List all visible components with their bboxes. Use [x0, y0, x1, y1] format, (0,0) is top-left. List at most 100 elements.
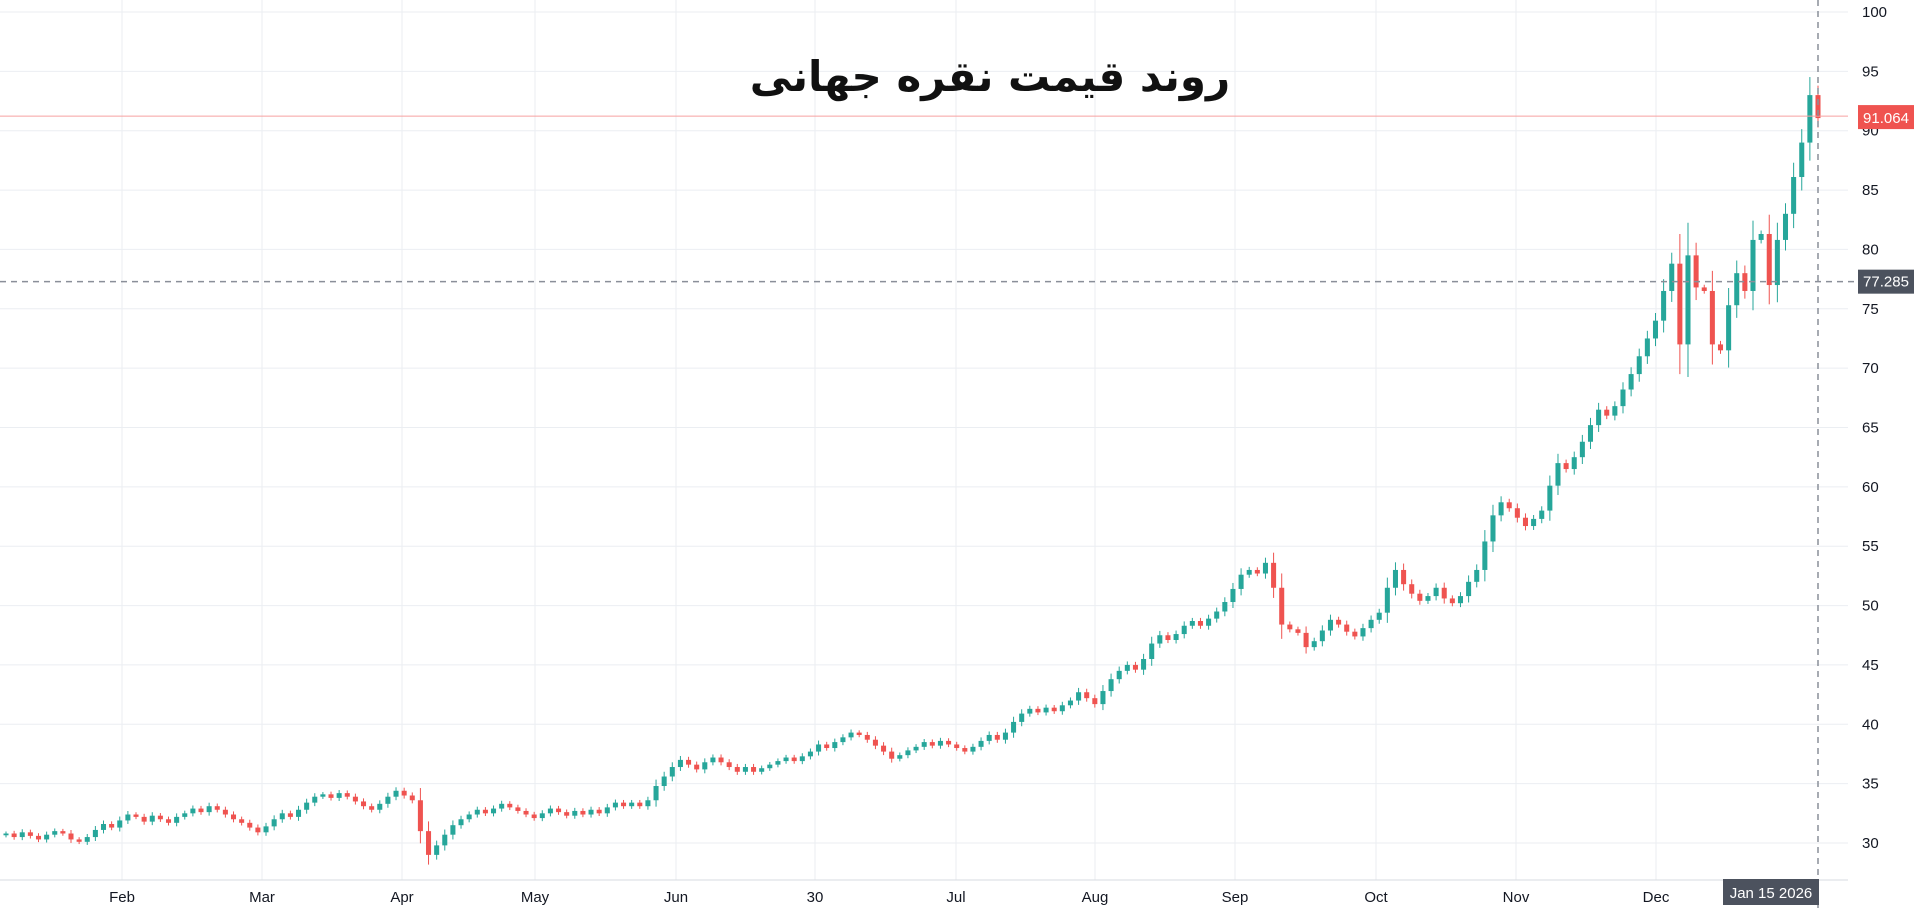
x-tick-label: Dec [1643, 889, 1670, 906]
candle-body [686, 759, 692, 765]
x-tick-label: Mar [249, 889, 275, 906]
candle-body [44, 834, 50, 840]
candle-body [1693, 255, 1699, 288]
candle-body [1774, 239, 1780, 286]
candle-body [409, 795, 415, 801]
candle-body [1636, 356, 1642, 375]
candle-body [1271, 562, 1277, 588]
candle-body [1669, 263, 1675, 291]
candle-body [1685, 255, 1691, 345]
candle-body [352, 796, 358, 802]
candle-body [1360, 628, 1366, 637]
x-tick-label: Sep [1222, 889, 1249, 906]
candle-body [1799, 142, 1805, 178]
candle-body [100, 824, 107, 830]
candle-body [491, 808, 497, 814]
candle-body [239, 819, 245, 823]
candle-body [547, 808, 553, 814]
candle-body [669, 767, 675, 777]
candle-body [856, 732, 862, 735]
candle-body [1197, 621, 1203, 626]
candle-body [344, 793, 350, 797]
candle-body [913, 746, 919, 751]
candle-body [1539, 510, 1545, 519]
candle-body [141, 816, 147, 822]
x-tick-label: May [521, 889, 550, 906]
candle-body [897, 755, 903, 759]
candle-body [296, 809, 302, 817]
candle-body [539, 813, 545, 819]
candle-body [1612, 406, 1618, 416]
candle-body [946, 740, 952, 745]
x-tick-label: Jul [946, 889, 965, 906]
candle-body [872, 739, 878, 746]
candle-body [1035, 708, 1041, 713]
price-lines [0, 0, 1856, 913]
candle-body [1791, 177, 1797, 214]
candle-body [426, 831, 432, 855]
candle-body [27, 832, 33, 836]
candle-body [125, 814, 131, 821]
candle-body [661, 776, 667, 787]
grid [0, 0, 1848, 880]
crosshair-price-tag [1858, 269, 1914, 294]
candle-body [889, 751, 895, 759]
candle-body [68, 833, 74, 840]
x-tick-label: Jun [664, 889, 688, 906]
candle-body [255, 827, 261, 833]
crosshair-price-label: 77.285 [1863, 274, 1909, 291]
candle-body [799, 756, 805, 762]
x-tick-label: Oct [1364, 889, 1388, 906]
candle-body [1027, 708, 1033, 714]
candle-body [1474, 569, 1480, 582]
candle-body [1254, 569, 1260, 574]
candle-body [499, 803, 505, 809]
last-price-tag [1858, 105, 1914, 130]
candle-body [1222, 602, 1228, 612]
candle-body [458, 819, 464, 826]
candle-body [1807, 95, 1813, 143]
candle-body [401, 790, 407, 796]
candle-body [840, 737, 846, 743]
candle-body [84, 837, 90, 842]
candle-body [1376, 612, 1382, 620]
candle-body [596, 809, 602, 814]
candle-body [1750, 239, 1756, 291]
candle-body [1490, 515, 1496, 542]
candle-body [1157, 635, 1163, 644]
candle-body [677, 759, 683, 768]
candle-body [1246, 569, 1252, 575]
candle-body [1059, 705, 1065, 712]
candle-body [1141, 658, 1147, 670]
candle-body [881, 745, 887, 752]
candle-body [556, 808, 562, 813]
candle-body [1766, 233, 1772, 286]
candle-body [1742, 273, 1748, 291]
candle-body [182, 813, 188, 817]
candle-body [35, 835, 42, 840]
candle-body [230, 814, 237, 820]
y-tick-label: 30 [1862, 835, 1879, 852]
candle-body [1815, 95, 1821, 119]
candle-body [1019, 713, 1025, 722]
candle-body [1084, 692, 1090, 699]
candle-body [1522, 517, 1528, 527]
candle-body [271, 819, 277, 827]
candle-body [1677, 263, 1683, 345]
candle-body [645, 800, 651, 807]
candle-body [1287, 624, 1293, 630]
x-tick-label: Aug [1082, 889, 1109, 906]
y-tick-label: 50 [1862, 598, 1879, 615]
last-price-label: 91.064 [1863, 110, 1909, 127]
candle-body [1596, 409, 1602, 426]
y-tick-label: 60 [1862, 479, 1879, 496]
candle-body [133, 814, 139, 817]
candle-body [1661, 290, 1667, 321]
candle-body [1352, 631, 1358, 637]
candle-body [304, 802, 310, 810]
candle-body [1295, 629, 1301, 633]
candle-body [1108, 679, 1114, 692]
candle-body [482, 809, 488, 814]
